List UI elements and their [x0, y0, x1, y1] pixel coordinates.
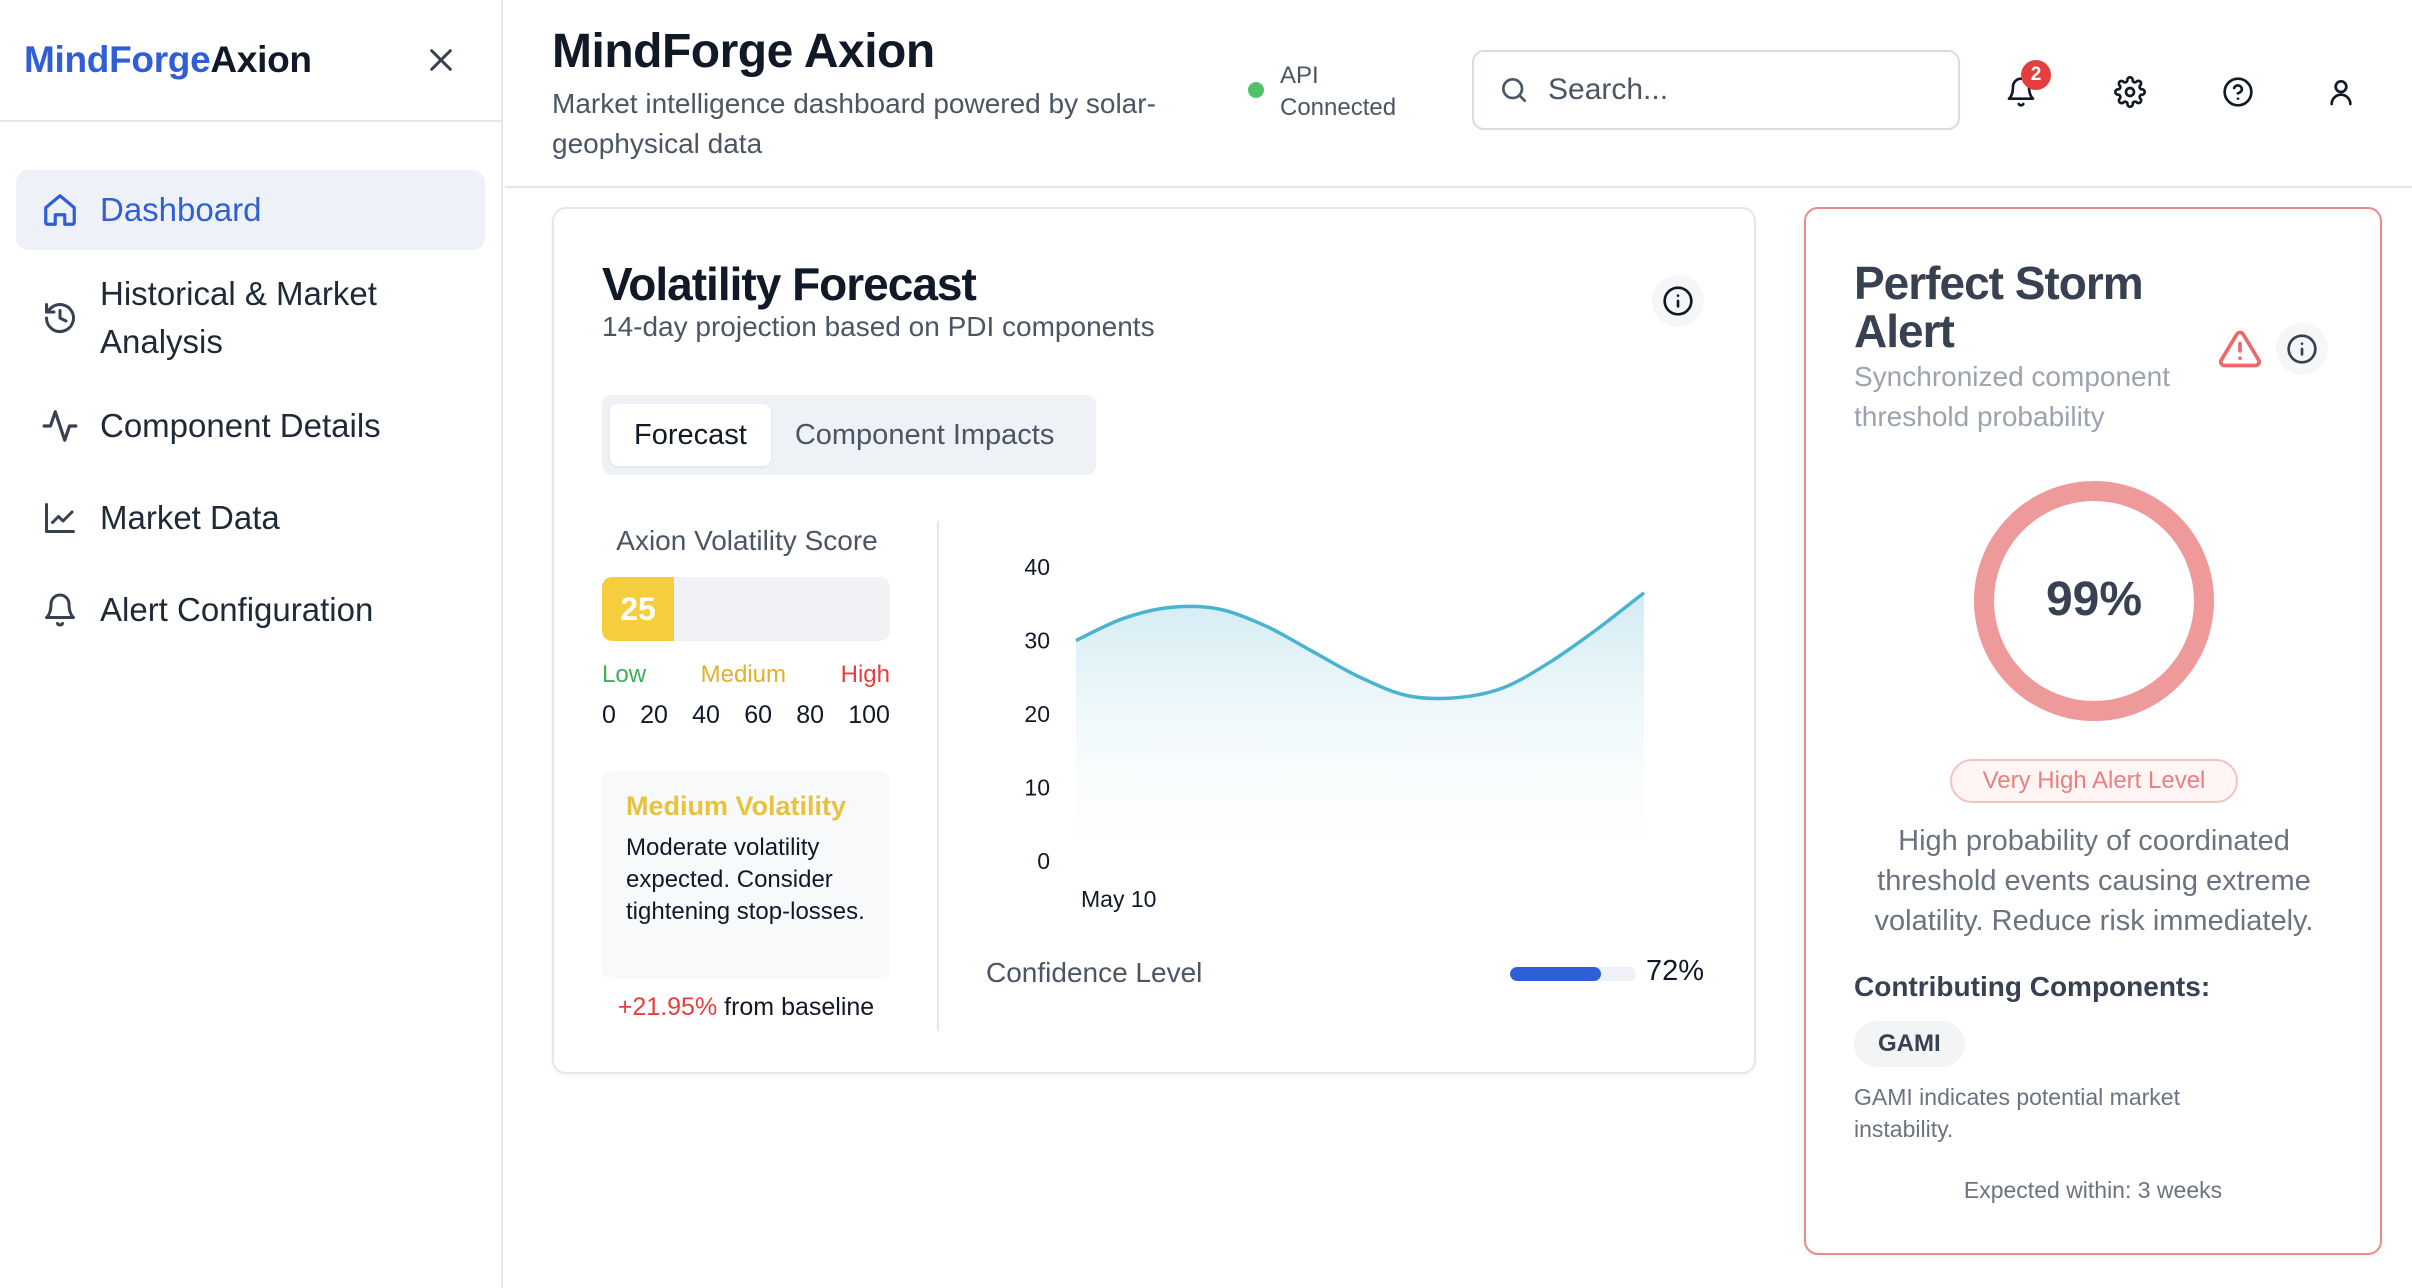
level-low: Low: [602, 661, 647, 688]
forecast-info-button[interactable]: [1652, 275, 1704, 327]
forecast-area-chart: 0 10 20 30 40 May 10: [1024, 554, 1646, 912]
bell-icon: [2007, 77, 2035, 107]
info-icon: [1663, 286, 1693, 316]
sidebar-item-dashboard[interactable]: Dashboard: [16, 170, 485, 250]
tab-component-impacts[interactable]: Component Impacts: [794, 418, 1055, 451]
brand-part-2: Axion: [210, 39, 312, 80]
probability-arc: [1974, 481, 2214, 721]
gauge-tick: 100: [848, 701, 890, 729]
sidebar-item-component-details[interactable]: Component Details: [16, 386, 485, 466]
volatility-forecast-card: Volatility Forecast 14-day projection ba…: [552, 207, 1756, 1074]
chart-series-line: [1075, 591, 1646, 701]
top-header: MindForge Axion Market intelligence dash…: [505, 0, 2412, 188]
level-medium: Medium: [700, 661, 787, 688]
volatility-status-title: Medium Volatility: [626, 791, 847, 821]
sidebar-item-market-data[interactable]: Market Data: [16, 478, 485, 558]
level-high: High: [840, 661, 890, 688]
brand-row: MindForgeAxion: [0, 0, 501, 122]
y-tick-label: 10: [1024, 775, 1050, 801]
info-icon: [2287, 334, 2317, 364]
chart-area: [1076, 592, 1644, 861]
perfect-storm-alert-card: Perfect Storm Alert Synchronized compone…: [1804, 207, 2382, 1255]
help-icon: [2223, 77, 2253, 107]
gauge-tick: 0: [602, 701, 616, 729]
gauge-fill: 25: [602, 577, 674, 641]
gauge-tick: 60: [744, 701, 772, 729]
confidence-bar: [1510, 967, 1636, 981]
gauge-ticks: 0 20 40 60 80 100: [602, 701, 890, 730]
bell-icon: [40, 590, 80, 630]
y-tick-label: 0: [1037, 848, 1050, 874]
x-tick-label: May 10: [1081, 886, 1156, 912]
component-chip[interactable]: GAMI: [1854, 1021, 1965, 1067]
divider: [937, 521, 939, 1031]
confidence-value: 72%: [1646, 955, 1705, 987]
sidebar: MindForgeAxion Dashboard Historical & Ma…: [0, 0, 503, 1288]
gauge-tick: 20: [640, 701, 668, 729]
settings-button[interactable]: [2108, 70, 2152, 114]
sidebar-item-label: Alert Configuration: [100, 591, 374, 628]
storm-description: High probability of coordinated threshol…: [1874, 825, 2314, 937]
card-subtitle: Synchronized component threshold probabi…: [1854, 361, 2170, 432]
api-status-text: API Connected: [1280, 62, 1397, 121]
sidebar-nav: Dashboard Historical & Market Analysis C…: [0, 122, 501, 650]
api-status: API Connected: [1248, 60, 1410, 124]
line-chart-icon: [40, 498, 80, 538]
volatility-status-text: Moderate volatility expected. Consider t…: [626, 834, 865, 925]
y-tick-label: 30: [1024, 628, 1050, 654]
y-tick-label: 20: [1024, 701, 1050, 727]
gear-icon: [2114, 76, 2146, 108]
close-sidebar-button[interactable]: [421, 40, 461, 80]
card-title: Volatility Forecast: [602, 258, 977, 310]
baseline-change-text: from baseline: [717, 993, 875, 1021]
component-note: GAMI indicates potential market instabil…: [1854, 1084, 2180, 1142]
warning-icon: [2219, 330, 2261, 368]
tab-forecast[interactable]: Forecast: [610, 404, 771, 466]
probability-value: 99%: [2046, 573, 2142, 626]
home-icon: [40, 190, 80, 230]
forecast-tabs: Forecast Component Impacts: [602, 395, 1096, 475]
baseline-change: +21.95% from baseline: [602, 993, 890, 1022]
card-subtitle: 14-day projection based on PDI component…: [602, 311, 1155, 342]
baseline-change-value: +21.95%: [617, 993, 718, 1021]
confidence-bar-fill: [1510, 967, 1601, 981]
status-dot-icon: [1248, 82, 1264, 98]
y-tick-label: 40: [1024, 554, 1050, 580]
page-title: MindForge Axion: [552, 25, 935, 78]
storm-info-button[interactable]: [2276, 323, 2328, 375]
volatility-status-box: Medium Volatility Moderate volatility ex…: [602, 771, 890, 979]
page-subtitle: Market intelligence dashboard powered by…: [552, 88, 1156, 159]
help-button[interactable]: [2216, 70, 2260, 114]
close-icon: [430, 49, 452, 71]
search-input[interactable]: [1548, 73, 1948, 107]
alert-level-badge: Very High Alert Level: [1950, 759, 2238, 803]
level-labels: Low Medium High: [602, 661, 890, 689]
sidebar-item-label: Dashboard: [100, 191, 262, 228]
card-title: Perfect Storm Alert: [1854, 257, 2144, 357]
notifications-button[interactable]: 2: [1999, 60, 2051, 114]
sidebar-item-label: Component Details: [100, 407, 381, 444]
user-profile-button[interactable]: [2319, 70, 2363, 114]
user-icon: [2330, 80, 2352, 106]
score-label: Axion Volatility Score: [616, 525, 878, 556]
search-box[interactable]: [1472, 50, 1960, 130]
gauge-tick: 40: [692, 701, 720, 729]
gauge-tick: 80: [796, 701, 825, 729]
contributing-components-title: Contributing Components:: [1854, 971, 2211, 1002]
sidebar-item-label: Historical & Market Analysis: [100, 275, 377, 360]
notification-badge: 2: [2021, 60, 2051, 90]
expected-timeframe: Expected within: 3 weeks: [1963, 1177, 2223, 1203]
volatility-gauge: 25: [602, 577, 890, 641]
sidebar-item-alert-configuration[interactable]: Alert Configuration: [16, 570, 485, 650]
sidebar-item-label: Market Data: [100, 499, 280, 536]
brand-part-1: MindForge: [24, 39, 211, 80]
confidence-label: Confidence Level: [986, 957, 1203, 988]
probability-ring: 99%: [1974, 481, 2214, 721]
sidebar-item-historical[interactable]: Historical & Market Analysis: [16, 262, 485, 374]
activity-icon: [40, 406, 80, 446]
history-icon: [40, 298, 80, 338]
search-icon: [1502, 78, 1526, 102]
brand-logo[interactable]: MindForgeAxion: [24, 39, 312, 81]
